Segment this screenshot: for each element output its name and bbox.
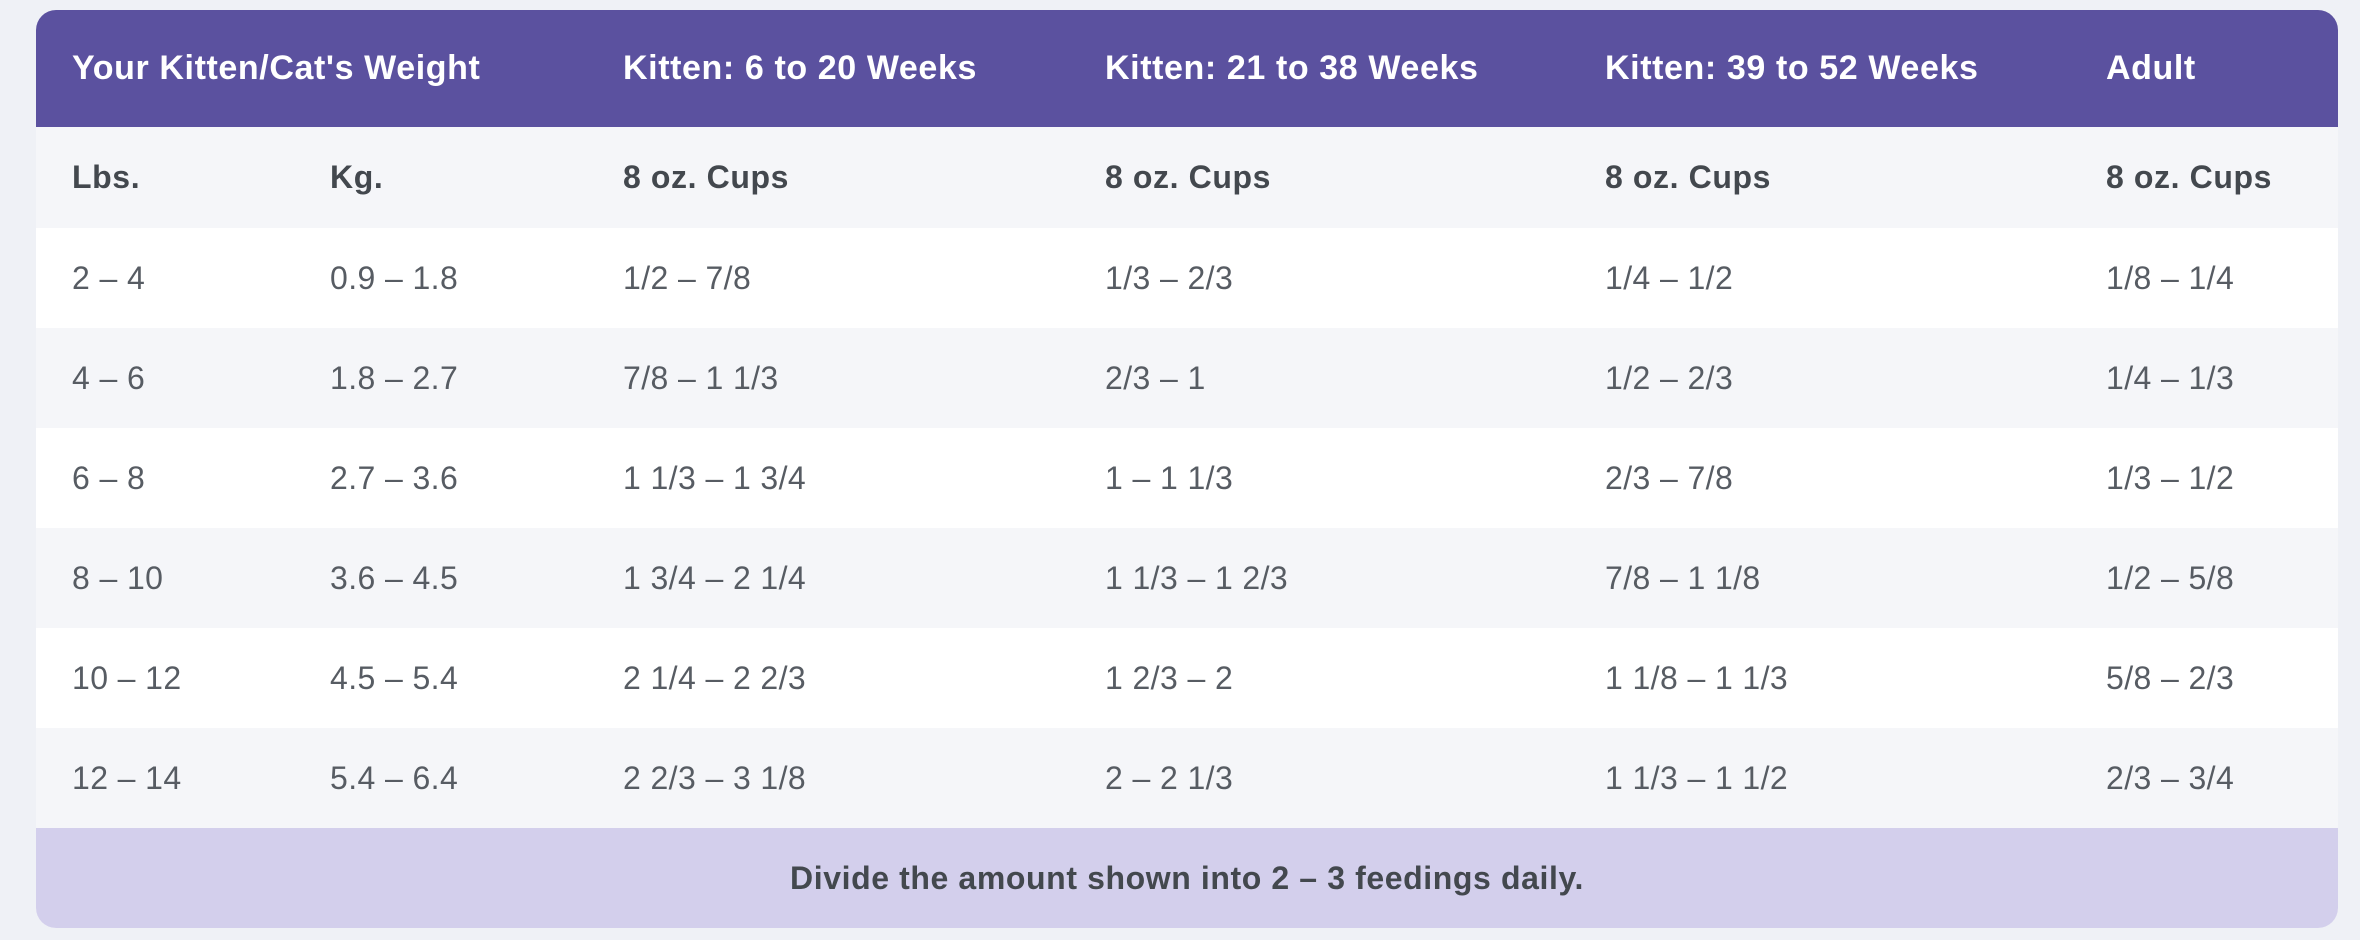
table-cell: 1 2/3 – 2 [1105, 659, 1234, 696]
table-cell: 1 1/3 – 1 1/2 [1605, 759, 1789, 796]
table-cell: 4.5 – 5.4 [330, 659, 459, 696]
table-cell: 8 – 10 [72, 559, 164, 596]
table-cell: 1.8 – 2.7 [330, 359, 459, 396]
table-cell: 4 – 6 [72, 359, 146, 396]
unit-lbs: Lbs. [72, 159, 141, 195]
table-cell: 2 – 4 [72, 259, 146, 296]
table-cell: 5.4 – 6.4 [330, 759, 459, 796]
table-row: 12 – 14 5.4 – 6.4 2 2/3 – 3 1/8 2 – 2 1/… [36, 728, 2338, 828]
table-unit-row: Lbs. Kg. 8 oz. Cups 8 oz. Cups 8 oz. Cup… [36, 127, 2338, 228]
table-cell: 1/4 – 1/3 [2106, 359, 2235, 396]
table-cell: 3.6 – 4.5 [330, 559, 459, 596]
table-header-row: Your Kitten/Cat's Weight Kitten: 6 to 20… [36, 10, 2338, 127]
feeding-chart-card: Your Kitten/Cat's Weight Kitten: 6 to 20… [36, 10, 2338, 928]
table-cell: 1 1/3 – 1 2/3 [1105, 559, 1289, 596]
table-cell: 7/8 – 1 1/3 [623, 359, 779, 396]
table-row: 10 – 12 4.5 – 5.4 2 1/4 – 2 2/3 1 2/3 – … [36, 628, 2338, 728]
table-cell: 2/3 – 3/4 [2106, 759, 2235, 796]
table-row: 2 – 4 0.9 – 1.8 1/2 – 7/8 1/3 – 2/3 1/4 … [36, 228, 2338, 328]
header-kitten-21-38-weeks: Kitten: 21 to 38 Weeks [1105, 49, 1479, 87]
table-cell: 1/2 – 2/3 [1605, 359, 1734, 396]
table-row: 4 – 6 1.8 – 2.7 7/8 – 1 1/3 2/3 – 1 1/2 … [36, 328, 2338, 428]
table-cell: 2/3 – 7/8 [1605, 459, 1734, 496]
unit-kg: Kg. [330, 159, 384, 195]
unit-cups-1: 8 oz. Cups [623, 159, 790, 195]
table-cell: 2 1/4 – 2 2/3 [623, 659, 807, 696]
table-cell: 1/4 – 1/2 [1605, 259, 1734, 296]
table-footer-row: Divide the amount shown into 2 – 3 feedi… [36, 828, 2338, 928]
unit-cups-3: 8 oz. Cups [1605, 159, 1772, 195]
table-cell: 7/8 – 1 1/8 [1605, 559, 1761, 596]
unit-cups-2: 8 oz. Cups [1105, 159, 1272, 195]
unit-cups-4: 8 oz. Cups [2106, 159, 2273, 195]
table-cell: 1 – 1 1/3 [1105, 459, 1234, 496]
table-cell: 2 – 2 1/3 [1105, 759, 1234, 796]
table-cell: 0.9 – 1.8 [330, 259, 459, 296]
table-cell: 1/2 – 7/8 [623, 259, 752, 296]
table-row: 8 – 10 3.6 – 4.5 1 3/4 – 2 1/4 1 1/3 – 1… [36, 528, 2338, 628]
table-row: 6 – 8 2.7 – 3.6 1 1/3 – 1 3/4 1 – 1 1/3 … [36, 428, 2338, 528]
header-kitten-6-20-weeks: Kitten: 6 to 20 Weeks [623, 49, 977, 87]
table-cell: 5/8 – 2/3 [2106, 659, 2235, 696]
table-cell: 10 – 12 [72, 659, 182, 696]
table-cell: 1/2 – 5/8 [2106, 559, 2235, 596]
feeding-table: Your Kitten/Cat's Weight Kitten: 6 to 20… [36, 10, 2338, 928]
table-cell: 2/3 – 1 [1105, 359, 1206, 396]
table-cell: 6 – 8 [72, 459, 146, 496]
table-cell: 1 1/3 – 1 3/4 [623, 459, 807, 496]
header-kitten-39-52-weeks: Kitten: 39 to 52 Weeks [1605, 49, 1979, 87]
header-weight: Your Kitten/Cat's Weight [72, 49, 481, 87]
table-cell: 2 2/3 – 3 1/8 [623, 759, 807, 796]
table-cell: 2.7 – 3.6 [330, 459, 459, 496]
table-cell: 1 3/4 – 2 1/4 [623, 559, 807, 596]
table-cell: 1/8 – 1/4 [2106, 259, 2235, 296]
table-cell: 1/3 – 1/2 [2106, 459, 2235, 496]
footer-note: Divide the amount shown into 2 – 3 feedi… [790, 859, 1584, 896]
table-cell: 12 – 14 [72, 759, 182, 796]
header-adult: Adult [2106, 49, 2196, 87]
table-cell: 1/3 – 2/3 [1105, 259, 1234, 296]
table-cell: 1 1/8 – 1 1/3 [1605, 659, 1789, 696]
